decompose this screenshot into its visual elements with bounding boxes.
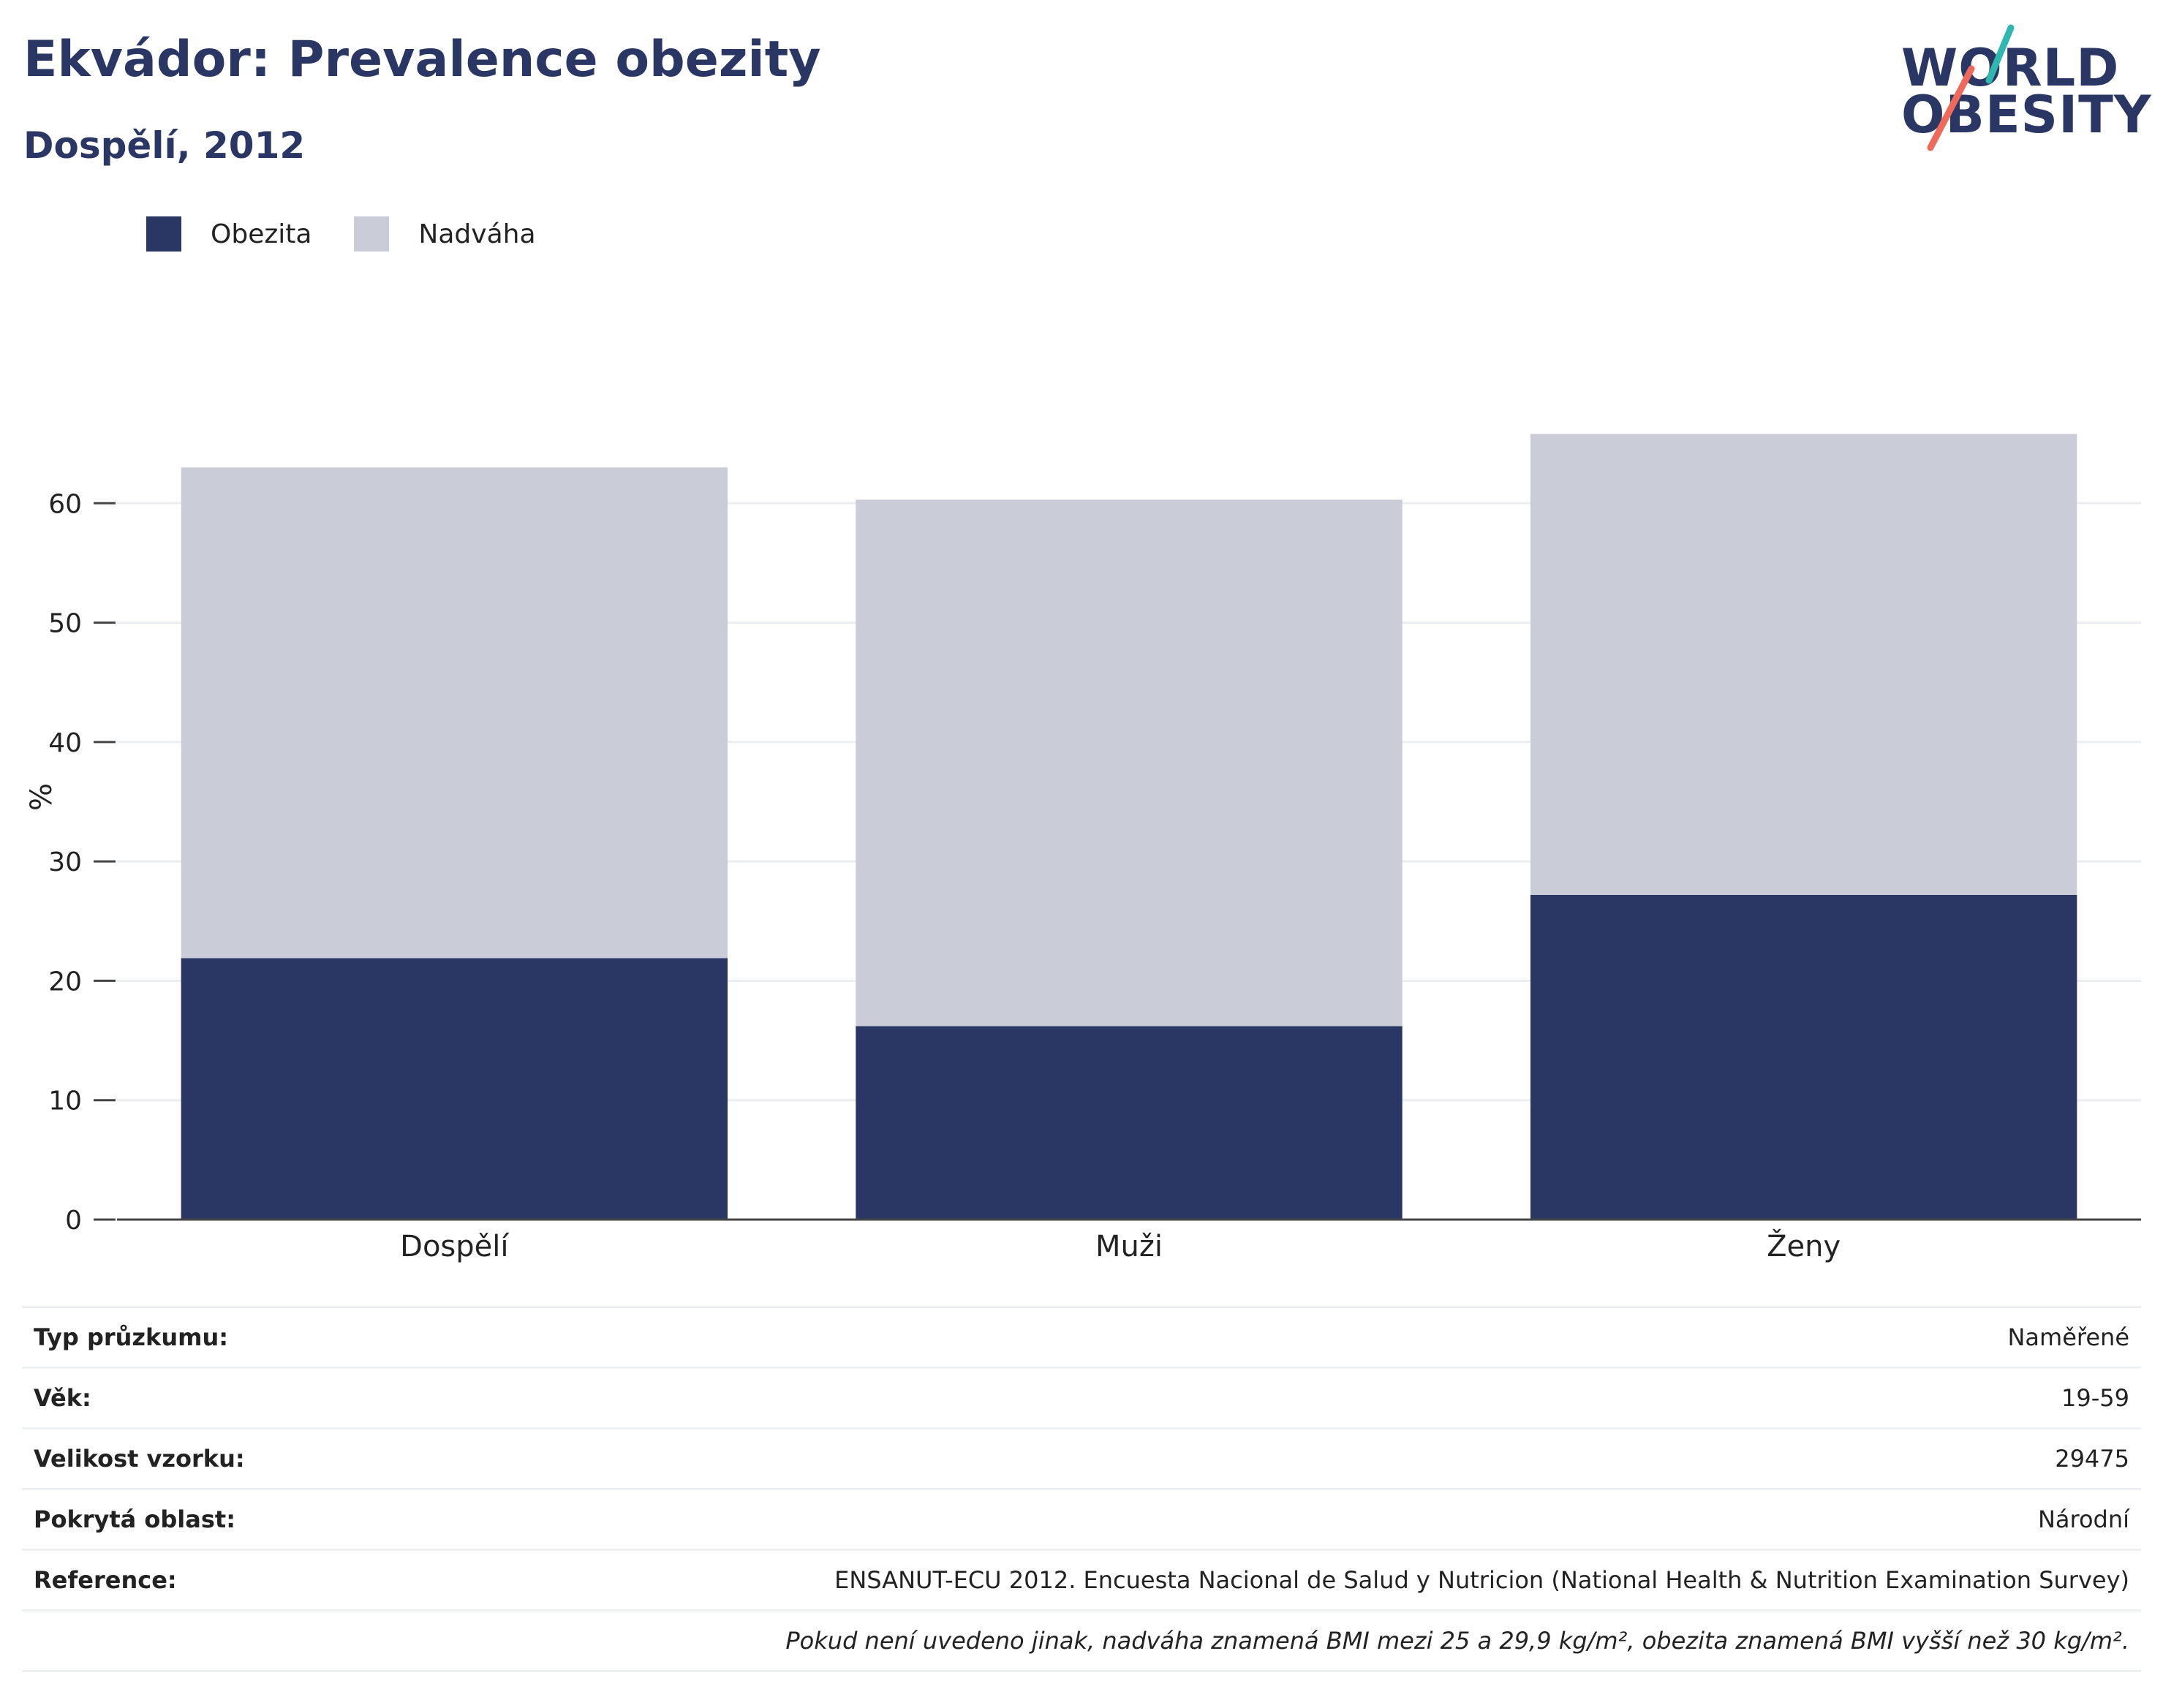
x-tick-label: Muži xyxy=(1095,1230,1163,1263)
info-label: Pokrytá oblast: xyxy=(34,1505,235,1533)
bar-obesity-0[interactable] xyxy=(181,958,728,1220)
y-tick-label: 20 xyxy=(48,967,82,997)
info-row-area-covered: Pokrytá oblast: Národní xyxy=(22,1490,2141,1551)
info-value: Národní xyxy=(2037,1505,2129,1533)
x-tick-label: Ženy xyxy=(1767,1228,1841,1263)
info-label: Reference: xyxy=(34,1566,177,1594)
stacked-bar-chart: 0 10 20 30 40 50 60 Dospělí Muži Ženy % xyxy=(25,434,2141,1263)
y-tick-label: 60 xyxy=(48,489,82,519)
logo-word-2: OBESITY xyxy=(1901,85,2152,145)
bars xyxy=(181,434,2077,1220)
chart-subtitle: Dospělí, 2012 xyxy=(23,124,306,167)
legend-item-obesity[interactable]: Obezita xyxy=(146,216,312,252)
info-note: Pokud není uvedeno jinak, nadváha znamen… xyxy=(785,1627,2129,1655)
bar-obesity-2[interactable] xyxy=(1530,894,2077,1220)
info-row-age: Věk: 19-59 xyxy=(22,1369,2141,1429)
y-tick-label: 30 xyxy=(48,847,82,877)
info-value: 19-59 xyxy=(2061,1384,2129,1412)
legend-swatch-obesity xyxy=(146,216,181,252)
info-value: Naměřené xyxy=(2007,1323,2129,1351)
legend-label-overweight: Nadváha xyxy=(418,219,536,249)
info-label: Věk: xyxy=(34,1384,91,1412)
survey-info-table: Typ průzkumu: Naměřené Věk: 19-59 Veliko… xyxy=(22,1306,2141,1672)
bar-overweight-1[interactable] xyxy=(856,499,1403,1027)
bar-overweight-0[interactable] xyxy=(181,467,728,959)
chart-title: Ekvádor: Prevalence obezity xyxy=(23,31,821,88)
world-obesity-logo: WORLD OBESITY xyxy=(1901,22,2152,154)
info-row-reference: Reference: ENSANUT-ECU 2012. Encuesta Na… xyxy=(22,1551,2141,1611)
legend: Obezita Nadváha xyxy=(146,216,578,252)
info-row-survey-type: Typ průzkumu: Naměřené xyxy=(22,1306,2141,1369)
y-tick-label: 50 xyxy=(48,609,82,639)
axes: 0 10 20 30 40 50 60 Dospělí Muži Ženy xyxy=(48,489,2141,1263)
logo-word-1: WORLD xyxy=(1901,38,2120,98)
info-label: Velikost vzorku: xyxy=(34,1445,245,1473)
y-tick-label: 10 xyxy=(48,1087,82,1116)
info-row-note: Pokud není uvedeno jinak, nadváha znamen… xyxy=(22,1611,2141,1672)
info-value: ENSANUT-ECU 2012. Encuesta Nacional de S… xyxy=(834,1566,2129,1594)
y-axis-title: % xyxy=(25,783,58,811)
info-value: 29475 xyxy=(2055,1445,2129,1473)
bar-overweight-2[interactable] xyxy=(1530,434,2077,895)
bar-obesity-1[interactable] xyxy=(856,1026,1403,1220)
legend-label-obesity: Obezita xyxy=(211,219,312,249)
x-tick-label: Dospělí xyxy=(400,1230,510,1263)
legend-item-overweight[interactable]: Nadváha xyxy=(354,216,536,252)
y-tick-label: 0 xyxy=(65,1206,82,1236)
info-row-sample-size: Velikost vzorku: 29475 xyxy=(22,1429,2141,1490)
info-label: Typ průzkumu: xyxy=(34,1323,229,1351)
logo-slash-icon xyxy=(1927,24,2015,151)
legend-swatch-overweight xyxy=(354,216,390,252)
y-tick-label: 40 xyxy=(48,728,82,758)
